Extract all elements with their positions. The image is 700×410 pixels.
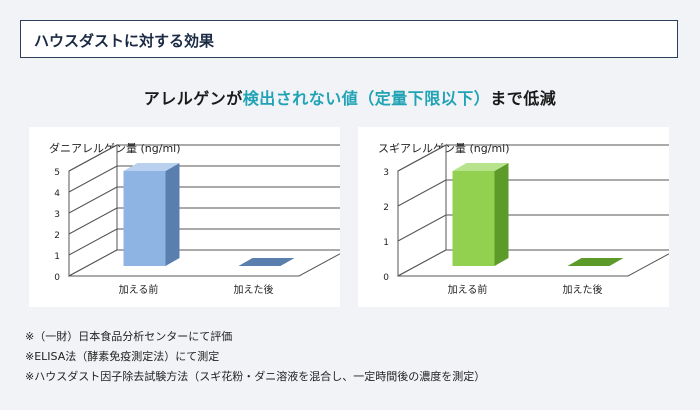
y-tick-label: 1 [383, 238, 389, 248]
gridline-depth [68, 207, 118, 235]
gridline-depth [397, 214, 447, 242]
chart-panel-cedar: スギアレルゲン量 (ng/ml) 0 1 2 3 加える前 加えた後 [358, 127, 669, 307]
gridline-depth [68, 228, 118, 256]
bar-side [165, 163, 180, 266]
bar-top [123, 163, 180, 171]
y-tick-label: 0 [383, 273, 389, 283]
x-tick-label: 加えた後 [563, 283, 603, 296]
x-tick-label: 加える前 [448, 283, 488, 296]
chart-panel-mite: ダニアレルゲン量 (ng/ml) 0 1 2 3 4 5 加える前 加えた後 [29, 127, 340, 307]
gridline-depth [68, 144, 118, 172]
x-tick-label: 加える前 [119, 283, 159, 296]
headline-suffix: まで低減 [490, 89, 557, 108]
headline-prefix: アレルゲンが [143, 89, 243, 108]
y-tick-label: 1 [54, 252, 60, 262]
x-tick-label: 加えた後 [234, 283, 274, 296]
y-tick-label: 0 [54, 273, 60, 283]
footnote: ※ELISA法（酵素免疫測定法）にて測定 [25, 350, 220, 363]
gridline-depth [397, 144, 447, 172]
section-title: ハウスダストに対する効果 [34, 32, 215, 50]
y-tick-label: 2 [54, 231, 60, 241]
headline-highlight: 検出されない値（定量下限以下） [242, 89, 491, 108]
chart-floor [68, 249, 340, 277]
chart-floor [397, 249, 669, 277]
bar [123, 171, 166, 266]
section-header: ハウスダストに対する効果 [20, 20, 678, 58]
gridline-depth [397, 179, 447, 207]
bar-side [494, 163, 509, 266]
bar-top [452, 163, 509, 171]
gridline-depth [68, 165, 118, 193]
bar [567, 258, 624, 266]
bar [452, 171, 495, 266]
y-tick-label: 2 [383, 203, 389, 213]
bar [238, 258, 295, 266]
y-tick-label: 3 [54, 210, 60, 220]
y-tick-label: 5 [54, 168, 60, 178]
footnotes: ※（一財）日本食品分析センターにて評価 ※ELISA法（酵素免疫測定法）にて測定… [25, 327, 485, 387]
footnote: ※（一財）日本食品分析センターにて評価 [25, 330, 233, 343]
headline: アレルゲンが検出されない値（定量下限以下）まで低減 [0, 85, 700, 109]
gridline-depth [68, 186, 118, 214]
y-tick-label: 3 [383, 168, 389, 178]
footnote: ※ハウスダスト因子除去試験方法（スギ花粉・ダニ溶液を混合し、一定時間後の濃度を測… [25, 370, 486, 383]
y-tick-label: 4 [54, 189, 60, 199]
